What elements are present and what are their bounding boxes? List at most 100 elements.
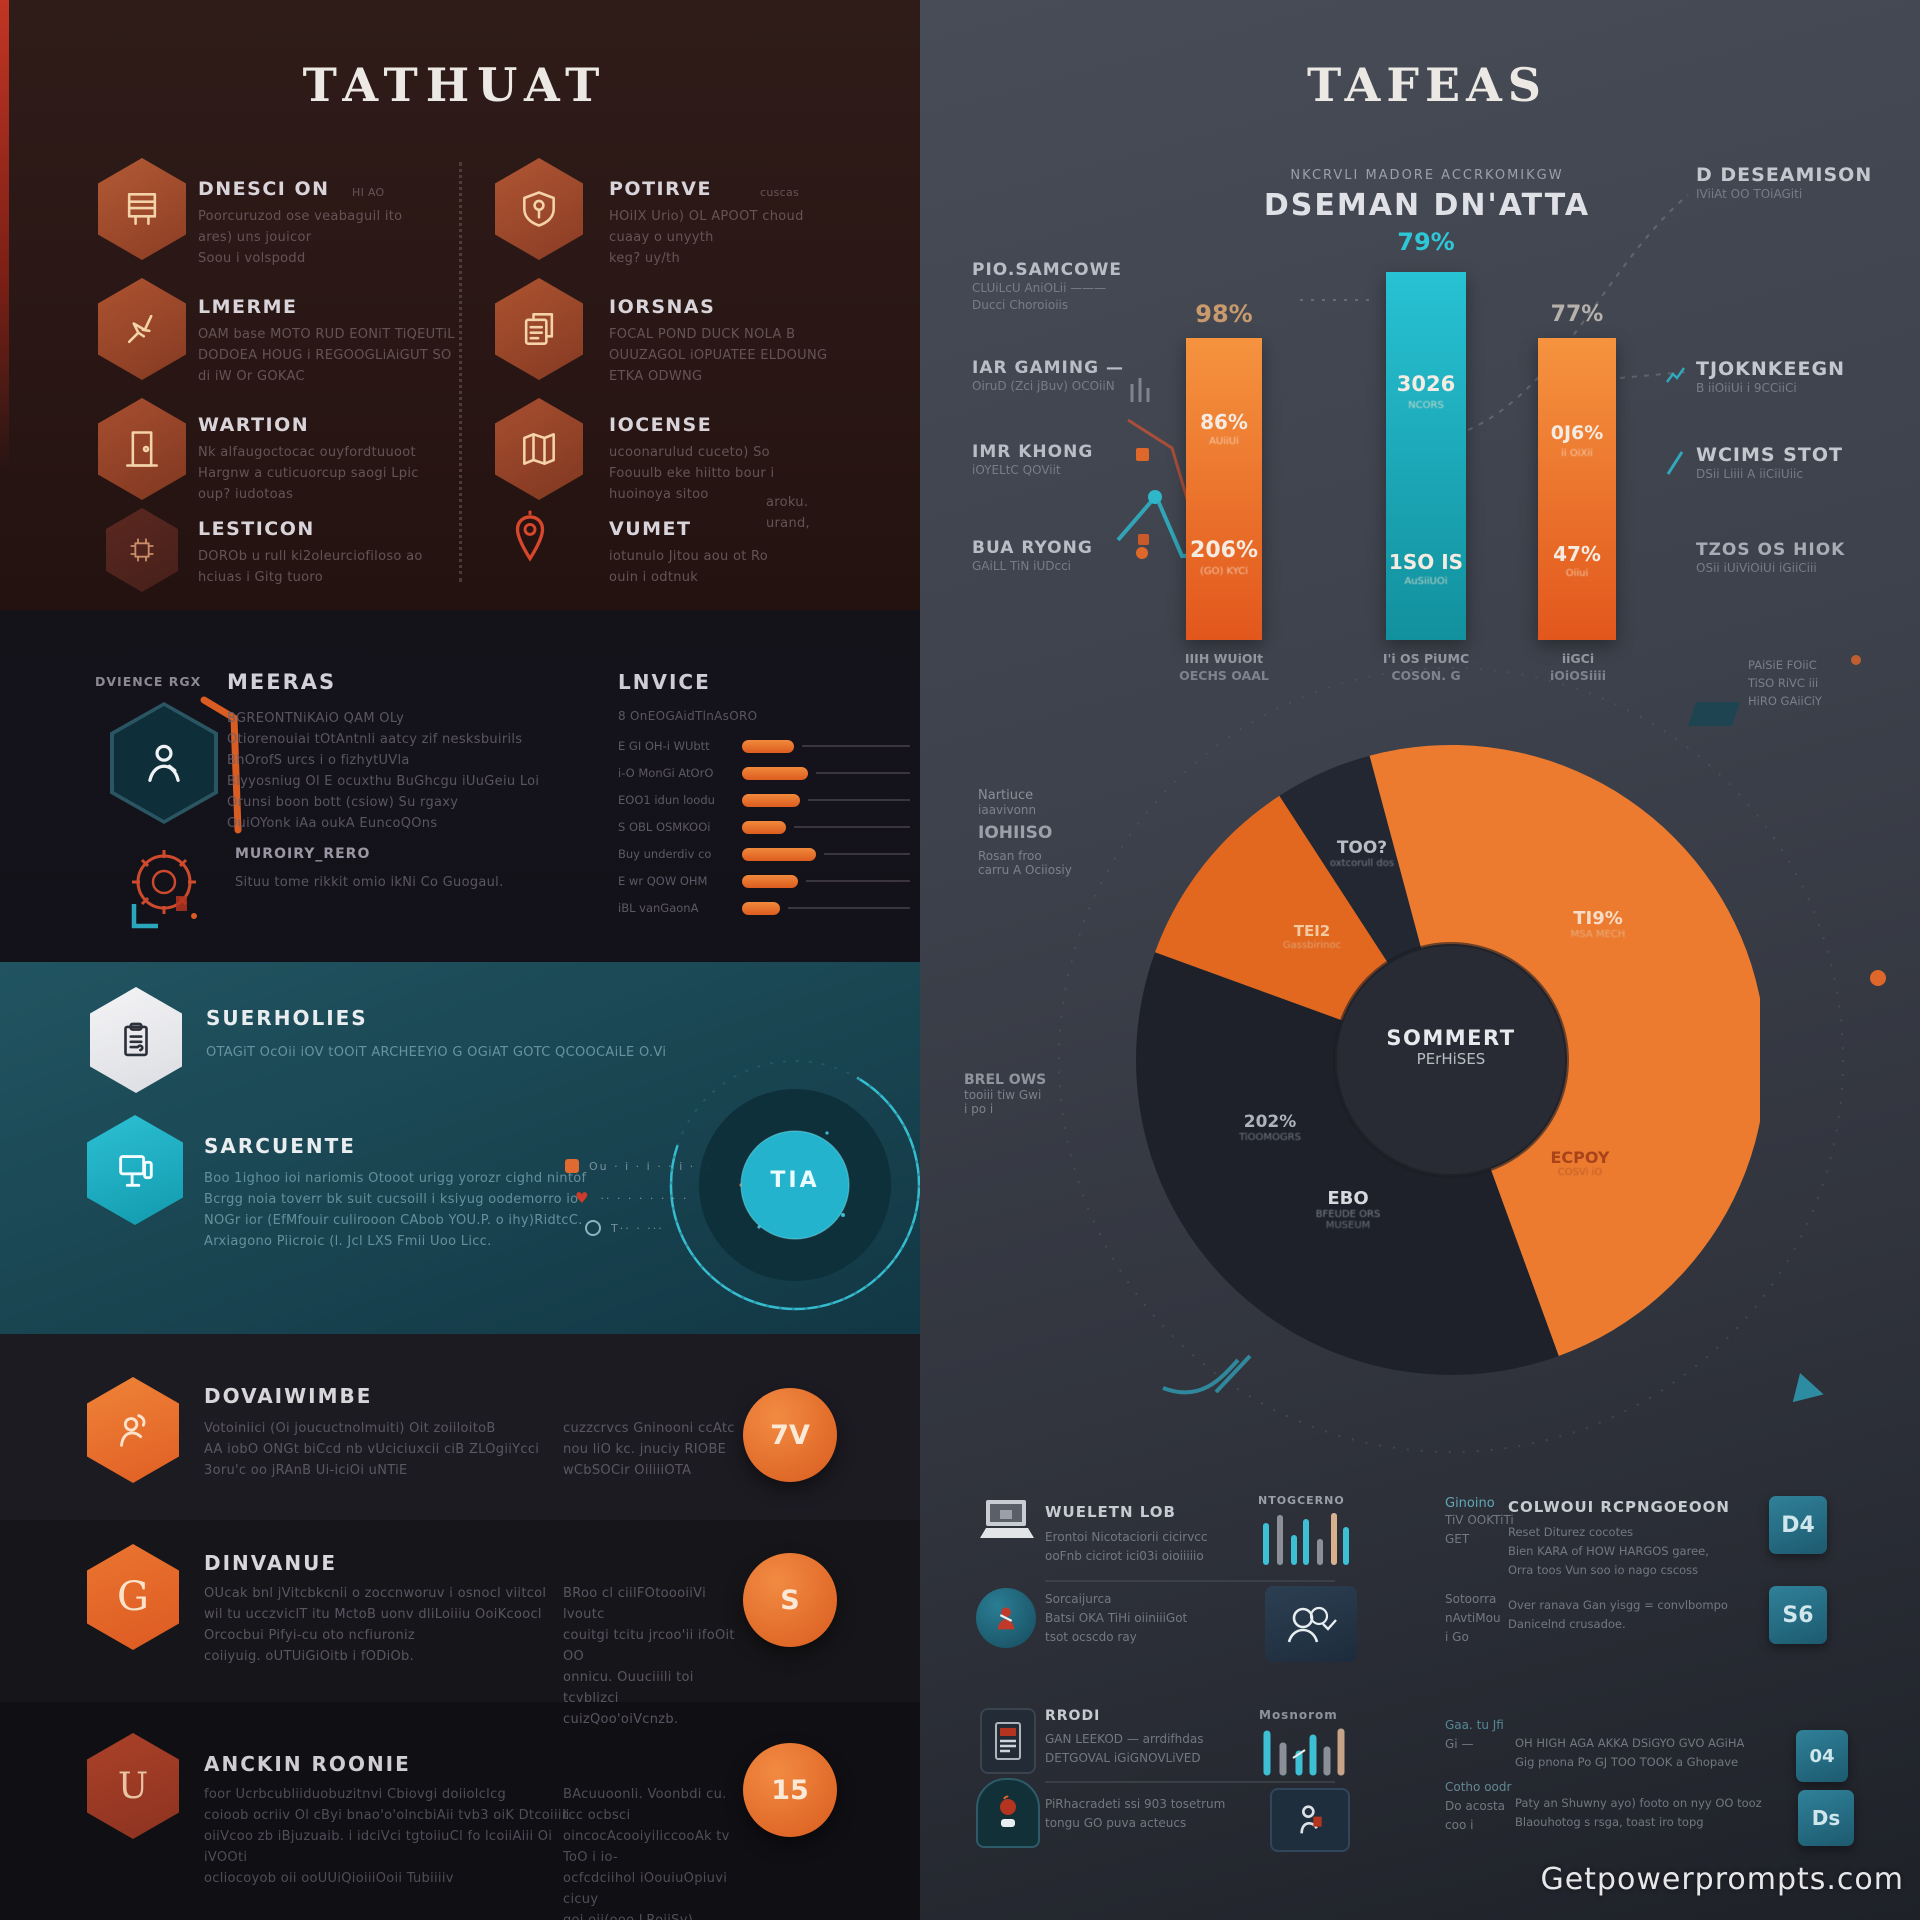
square-badge: D4 bbox=[1769, 1496, 1827, 1554]
bottom-row-text-a: foor Ucrbcubliiduobuzitnvi Cbiovgi doiio… bbox=[204, 1787, 570, 1886]
divider bbox=[1045, 1580, 1335, 1582]
bar-chart-icon bbox=[1263, 1728, 1345, 1776]
bottom-row-text-b: cuzzcrvcs Gninooni ccAtc nou liO kc. jnu… bbox=[563, 1421, 735, 1478]
bottom-row-title: DINVANUE bbox=[204, 1551, 338, 1575]
feature-title: DNESCI ON bbox=[198, 178, 330, 200]
side-label: DVIENCE RGX bbox=[95, 674, 202, 689]
square-badge: Ds bbox=[1798, 1790, 1854, 1846]
mini-chart-label: NTOGCERNO bbox=[1258, 1494, 1345, 1507]
circle-badge: 15 bbox=[743, 1743, 837, 1837]
grid-item-text: Sorcaijurca Batsi OKA TiHi oiiniiiGot ts… bbox=[1045, 1592, 1188, 1644]
chart-heading: DSEMAN DN'ATTA bbox=[1263, 188, 1591, 223]
teal-item2-title: SARCUENTE bbox=[204, 1134, 356, 1158]
mid-heading: MEERAS bbox=[227, 670, 337, 694]
grid-item-text: PiRhacradeti ssi 903 tosetrum tongu GO p… bbox=[1045, 1797, 1226, 1830]
people-icon bbox=[1287, 1606, 1337, 1643]
cards-icon bbox=[524, 313, 554, 345]
gear-icon bbox=[131, 850, 197, 929]
note-nartion: Nartiuce iaavivonn IOHIISO Rosan froo ca… bbox=[978, 788, 1072, 877]
mini-bar bbox=[742, 847, 816, 861]
grid-item-text: Reset Diturez cocotes Bien KARA of HOW H… bbox=[1508, 1525, 1709, 1577]
annotation-group: TZOS OS HIOK OSii iUiViOiUi iGiiCiii bbox=[1696, 540, 1846, 575]
annotation-group: D DESEAMISON IViiAt OO TOiAGiti bbox=[1696, 164, 1873, 201]
section-left-top: TATHUAT aroku. urand, DNESCI ON HI AO Po… bbox=[0, 0, 920, 610]
feature-text: ucoonarulud cuceto) So Foouulb eke hiitt… bbox=[609, 445, 775, 502]
grid-item-text: Gaa. tu Jfi Gi — bbox=[1445, 1718, 1504, 1751]
pie-center-circle bbox=[1335, 944, 1567, 1176]
g-glyph-icon: G bbox=[117, 1574, 149, 1620]
feature-text: Poorcuruzod ose veabaguil ito ares) uns … bbox=[198, 209, 403, 266]
chip-icon bbox=[130, 538, 154, 562]
mini-bar-row: Buy underdiv co bbox=[618, 844, 910, 864]
feature-hexagon bbox=[495, 278, 583, 380]
figure-circle-icon bbox=[976, 1588, 1036, 1648]
section-title: TATHUAT bbox=[302, 58, 608, 112]
mini-bar-line bbox=[824, 853, 910, 855]
mini-bar bbox=[742, 739, 794, 753]
dotted-divider bbox=[459, 162, 462, 582]
mini-bar-row: iBL vanGaonA bbox=[618, 898, 910, 918]
bar-chart-icon bbox=[1263, 1513, 1349, 1565]
mini-bar-line bbox=[808, 799, 910, 801]
section-left-teal: SUERHOLIES OTAGiT OcOii iOV tOOiT ARCHEE… bbox=[0, 962, 921, 1334]
mini-bar-line bbox=[788, 907, 910, 909]
feature-text: DOROb u rull ki2oleurciofiloso ao hciuas… bbox=[198, 549, 423, 585]
feature-text: Nk alfaugoctocac ouyfordtuuoot Hargnw a … bbox=[198, 445, 419, 502]
side-note: aroku. urand, bbox=[766, 495, 810, 531]
feature-title: LMERME bbox=[198, 296, 298, 318]
feature-text: iotunulo Jitou aou ot Ro ouin i odtnuk bbox=[609, 549, 769, 585]
branch-icon bbox=[127, 314, 153, 344]
section-right: TAFEAS NKCRVLI MADORE ACCRKOMIKGW DSEMAN… bbox=[920, 0, 1920, 1920]
note-paisie: PAiSiE FOiiC TiSO RiVC iii HiRO GAiiCiY bbox=[1748, 658, 1822, 708]
feature-hexagon bbox=[98, 158, 186, 260]
mini-bar bbox=[742, 793, 800, 807]
legend-row: ♥ ·· · · · · · · · bbox=[575, 1189, 689, 1207]
bar-category-label: I'i OS PiUMC COSON. G bbox=[1382, 651, 1470, 683]
grid-item-text: OH HIGH AGA AKKA DSiGYO GVO AGiHA Gig pn… bbox=[1515, 1736, 1745, 1769]
mini-bar bbox=[742, 820, 786, 834]
map-icon bbox=[523, 433, 555, 465]
square-badge: S6 bbox=[1769, 1586, 1827, 1644]
gauge-label: TIA bbox=[770, 1168, 820, 1193]
axis-group: IAR GAMING — OiruD (Zci jBuv) OCOiiN bbox=[972, 358, 1124, 393]
mini-bar-row: i-O MonGi AtOrO bbox=[618, 763, 910, 783]
ring-marker-icon bbox=[585, 1220, 601, 1236]
teal-hexagon bbox=[87, 1115, 183, 1225]
laptop-icon bbox=[980, 1500, 1034, 1538]
chart-kicker: NKCRVLI MADORE ACCRKOMIKGW bbox=[1290, 168, 1564, 183]
grid-item-title: RRODI bbox=[1045, 1708, 1101, 1724]
shield-icon bbox=[523, 191, 555, 227]
mini-bar-line bbox=[806, 880, 910, 882]
divider bbox=[1045, 1781, 1335, 1783]
orange-accent-line bbox=[200, 696, 242, 834]
watermark: Getpowerprompts.com bbox=[1540, 1862, 1904, 1897]
pie-label-ebo: EBO BFEUDE ORS MUSEUM bbox=[1315, 1188, 1381, 1231]
pie-chart bbox=[1136, 744, 1760, 1375]
legend-row: Ou · i · i · · i · O bbox=[565, 1159, 711, 1173]
bottom-row-text-a: OUcak bnl jVitcbkcnii o zoccnworuv i osn… bbox=[204, 1586, 547, 1664]
feature-tag: HI AO bbox=[352, 186, 385, 199]
doc-bars-icon bbox=[995, 1722, 1021, 1760]
feature-text: FOCAL POND DUCK NOLA B OUUZAGOL iOPUATEE… bbox=[609, 327, 828, 384]
section-left-bottom: DOVAIWIMBE Votoiniici (Oi joucuctnolmuit… bbox=[0, 1334, 920, 1920]
grid-item-title: WUELETN LOB bbox=[1045, 1503, 1176, 1521]
orange-square-marker bbox=[565, 1159, 579, 1173]
bottom-row-text-a: Votoiniici (Oi joucuctnolmuiti) Oit zoii… bbox=[204, 1421, 540, 1478]
mini-bar-row: EOO1 idun loodu bbox=[618, 790, 910, 810]
grid-item-text: Paty an Shuwny ayo) footo on nyy OO tooz… bbox=[1515, 1796, 1762, 1829]
axis-group: IMR KHONG iOYELtC QOViit bbox=[972, 442, 1094, 477]
feature-tag: cuscas bbox=[760, 186, 800, 199]
feature-hexagon bbox=[98, 278, 186, 380]
apple-figure-icon bbox=[1000, 1795, 1016, 1827]
section-left-mid: DVIENCE RGX MEERAS BGREONTNiKAiO QAM OLy… bbox=[0, 610, 920, 962]
feature-hexagon-small bbox=[106, 508, 178, 592]
door-icon bbox=[126, 431, 158, 467]
mini-bar-line bbox=[794, 826, 910, 828]
pie-label-top-right: TI9% MSA MECH bbox=[1570, 908, 1626, 940]
mini-chart-icon bbox=[1666, 367, 1685, 383]
feature-hexagon bbox=[98, 398, 186, 500]
feature-text: OAM base MOTO RUD EONiT TiQEUTiL DODOEA … bbox=[198, 327, 455, 384]
mini-bar-row: S OBL OSMKOOi bbox=[618, 817, 910, 837]
pie-center-label: SOMMERT PErHiSES bbox=[1386, 1026, 1516, 1068]
arch-icon bbox=[976, 1778, 1040, 1848]
